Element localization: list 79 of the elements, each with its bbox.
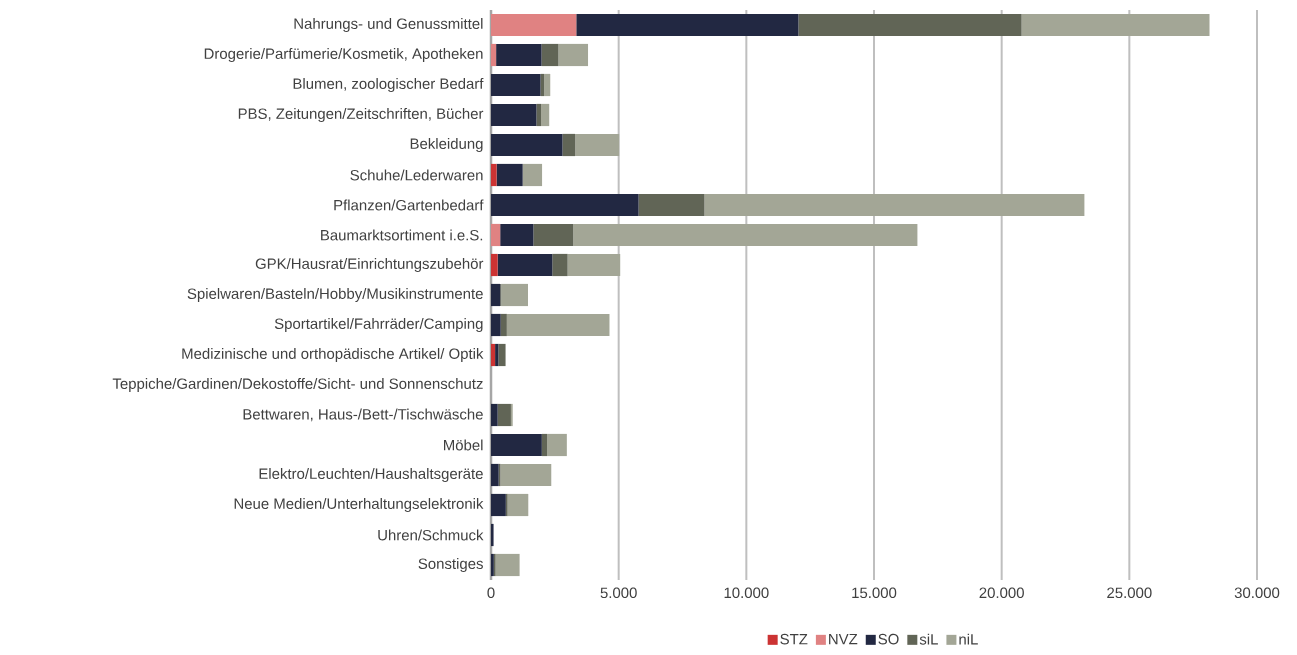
y-tick-label: PBS, Zeitungen/Zeitschriften, Bücher — [238, 108, 484, 122]
legend-label: niL — [959, 633, 978, 645]
y-tick-label: Medizinische und orthopädische Artikel/ Optik — [182, 348, 484, 362]
bar — [491, 493, 506, 517]
y-tick-label: Uhren/Schmuck — [378, 529, 484, 541]
bar — [567, 253, 621, 277]
bar — [575, 133, 620, 157]
bar — [522, 163, 543, 187]
bar — [501, 283, 529, 307]
bar — [491, 163, 497, 187]
bar — [552, 253, 568, 277]
bar — [536, 103, 542, 127]
x-tick-label: 0 — [487, 587, 495, 599]
bar — [500, 313, 507, 337]
bar — [497, 253, 553, 277]
legend-label: SO — [878, 633, 899, 645]
bar — [491, 193, 639, 217]
x-tick-label: 15.000 — [852, 587, 897, 599]
bar — [491, 253, 498, 277]
y-tick-label: Pflanzen/Gartenbedarf — [334, 199, 484, 211]
bar — [541, 433, 548, 457]
y-tick-label: Möbel — [444, 439, 483, 451]
x-tick-label: 30.000 — [1234, 587, 1280, 599]
bar — [500, 463, 552, 487]
bar — [576, 13, 799, 37]
bar — [798, 13, 1022, 37]
x-tick-label: 10.000 — [724, 587, 769, 599]
bar — [496, 163, 523, 187]
bar — [506, 313, 610, 337]
y-tick-label: Neue Medien/Unterhaltungselektronik — [234, 498, 484, 512]
legend-label: STZ — [780, 633, 808, 645]
y-tick-label: Elektro/Leuchten/Haushaltsgeräte — [259, 468, 483, 482]
y-tick-label: Bettwaren, Haus-/Bett-/Tischwäsche — [243, 408, 483, 422]
y-tick-label: GPK/Hausrat/Einrichtungszubehör — [255, 258, 484, 272]
bar — [704, 193, 1085, 217]
bar — [544, 73, 551, 97]
y-tick-label: Teppiche/Gardinen/Dekostoffe/Sicht- und Sonnenschutz — [112, 378, 483, 392]
y-tick-label: Schuhe/Lederwaren — [350, 169, 483, 181]
bar — [497, 403, 511, 427]
bar — [491, 13, 577, 37]
bar — [558, 43, 589, 67]
bar — [498, 343, 506, 367]
y-tick-label: Sportartikel/Fahrräder/Camping — [274, 318, 483, 332]
bar — [491, 73, 541, 97]
bar — [541, 103, 550, 127]
bar — [533, 223, 574, 247]
y-tick-label: Nahrungs- und Genussmittel — [294, 18, 483, 32]
bar — [495, 553, 520, 577]
bar — [541, 43, 559, 67]
bar — [507, 493, 529, 517]
bar — [500, 223, 534, 247]
bar — [491, 523, 494, 547]
bar — [491, 313, 501, 337]
bar — [491, 43, 497, 67]
y-tick-label: Sonstiges — [418, 558, 483, 572]
y-tick-label: Bekleidung — [410, 138, 483, 152]
bar — [491, 223, 501, 247]
y-tick-label: Drogerie/Parfümerie/Kosmetik, Apotheken — [204, 48, 483, 62]
legend-label: NVZ — [829, 633, 858, 645]
bar — [491, 283, 501, 307]
bar — [638, 193, 705, 217]
y-tick-label: Baumarktsortiment i.e.S. — [321, 229, 483, 241]
bar — [491, 133, 563, 157]
bar — [547, 433, 567, 457]
bar — [496, 43, 542, 67]
bar — [491, 343, 496, 367]
bar — [1021, 13, 1210, 37]
bar — [491, 103, 537, 127]
bar — [573, 223, 918, 247]
x-tick-label: 20.000 — [979, 587, 1024, 599]
bar — [491, 433, 542, 457]
x-tick-label: 25.000 — [1107, 587, 1152, 599]
legend-label: siL — [919, 633, 938, 645]
y-tick-label: Blumen, zoologischer Bedarf — [293, 78, 484, 92]
y-tick-label: Spielwaren/Basteln/Hobby/Musikinstrumente — [187, 288, 483, 302]
x-tick-label: 5.000 — [600, 587, 637, 599]
bar — [491, 403, 498, 427]
bar — [491, 463, 499, 487]
bar — [562, 133, 576, 157]
